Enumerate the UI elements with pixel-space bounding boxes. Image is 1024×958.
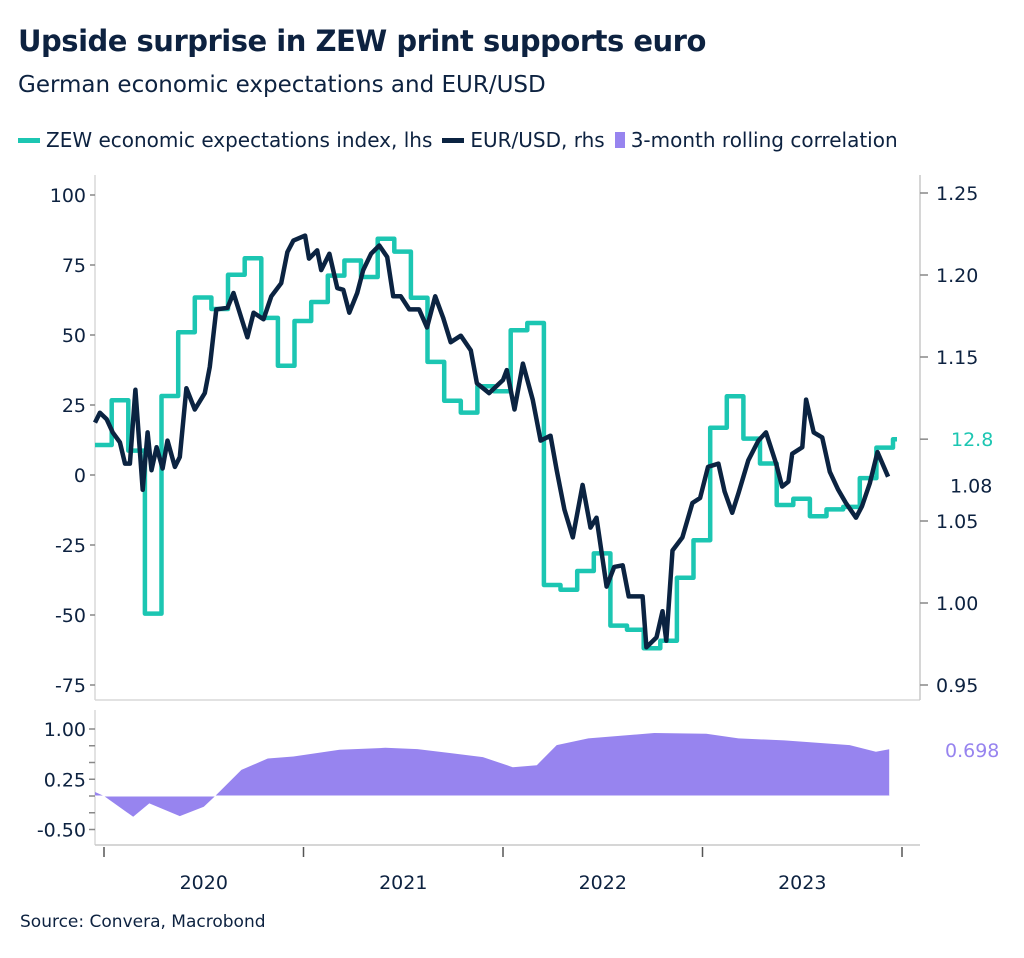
lower-axis-tick-label: -0.50 [37, 820, 86, 842]
lower-axis-tick-label: 1.00 [44, 719, 86, 741]
chart-subtitle: German economic expectations and EUR/USD [18, 72, 546, 98]
legend-item-correlation: 3-month rolling correlation [614, 128, 898, 152]
x-axis-tick-label: 2021 [379, 872, 427, 894]
x-axis-tick-label: 2023 [778, 872, 826, 894]
eurusd-end-label: 1.08 [950, 476, 992, 498]
legend-item-zew: ZEW economic expectations index, lhs [18, 128, 432, 152]
x-axis-tick-label: 2022 [579, 872, 627, 894]
left-axis-tick-label: 100 [50, 185, 86, 207]
right-axis-tick-label: 0.95 [936, 675, 978, 697]
chart-title: Upside surprise in ZEW print supports eu… [18, 24, 706, 58]
left-axis-tick-label: 25 [62, 395, 86, 417]
legend-swatch-correlation [614, 132, 625, 148]
left-axis-tick-label: -50 [55, 605, 86, 627]
legend-item-eurusd: EUR/USD, rhs [442, 128, 605, 152]
right-axis-tick-label: 1.20 [936, 265, 978, 287]
right-axis-tick-label: 1.15 [936, 347, 978, 369]
left-axis-tick-label: -25 [55, 535, 86, 557]
correlation-area [95, 733, 890, 817]
correlation-end-label: 0.698 [945, 740, 999, 762]
lower-axis-tick-label: 0.25 [44, 769, 86, 791]
legend-label-zew: ZEW economic expectations index, lhs [46, 128, 433, 152]
right-axis-tick-label: 1.25 [936, 183, 978, 205]
left-axis-tick-label: 0 [74, 465, 86, 487]
legend-swatch-eurusd [442, 137, 465, 143]
zew-series-line [95, 236, 897, 651]
zew-end-label: 12.8 [951, 429, 993, 451]
source-note: Source: Convera, Macrobond [20, 912, 266, 932]
right-axis-tick-label: 1.05 [936, 511, 978, 533]
left-axis-tick-label: 50 [62, 325, 86, 347]
x-axis-tick-label: 2020 [180, 872, 228, 894]
left-axis-tick-label: 75 [62, 255, 86, 277]
legend-label-eurusd: EUR/USD, rhs [470, 128, 605, 152]
legend-label-correlation: 3-month rolling correlation [630, 128, 898, 152]
legend: ZEW economic expectations index, lhs EUR… [18, 128, 908, 152]
legend-swatch-zew [18, 137, 40, 143]
right-axis-tick-label: 1.00 [936, 593, 978, 615]
left-axis-tick-label: -75 [55, 675, 86, 697]
eurusd-series-line [92, 233, 891, 650]
